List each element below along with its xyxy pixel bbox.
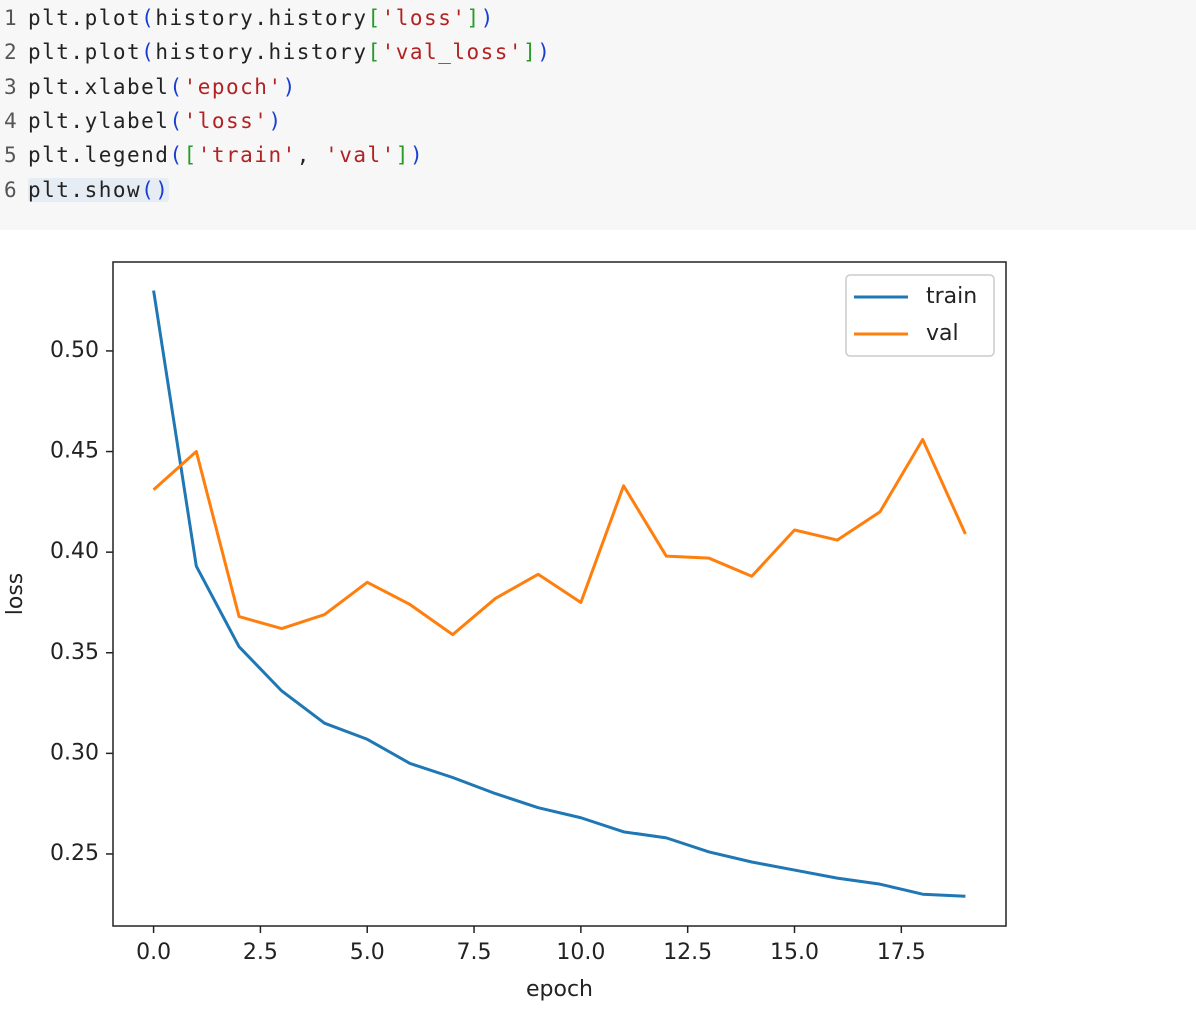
code-token: ] (395, 143, 410, 168)
code-cell[interactable]: 1 plt.plot(history.history['loss']) 2 plt.p… (0, 0, 1196, 230)
code-token: 'train' (197, 143, 297, 168)
y-axis-label: loss (3, 573, 28, 616)
code-token: ( (169, 108, 184, 133)
code-line: plt.legend(['train', 'val']) (28, 143, 424, 167)
x-tick-label: 12.5 (663, 940, 712, 965)
code-line: plt.xlabel('epoch') (28, 75, 297, 99)
code-token: ) (409, 143, 425, 168)
code-token: [ (367, 40, 382, 65)
chart: 0.25 0.30 0.35 0.40 0.45 0.50 0.0 2.5 5.0 7.5 10.0… (3, 261, 1007, 1002)
code-token: , (296, 143, 326, 168)
code-token: history.history (155, 40, 368, 65)
code-token: 'epoch' (183, 74, 283, 99)
code-token: ( (169, 74, 184, 99)
line-number: 2 (4, 40, 17, 65)
line-number: 4 (4, 108, 17, 133)
y-tick-label: 0.30 (50, 740, 99, 765)
code-line: plt.plot(history.history['loss']) (28, 6, 495, 30)
legend-label: val (926, 321, 959, 346)
code-line: plt.plot(history.history['val_loss']) (28, 40, 551, 64)
code-token: 'val' (325, 143, 396, 168)
code-token: () (141, 177, 170, 202)
code-token: ( (169, 143, 184, 168)
code-token: ) (480, 6, 495, 30)
code-token: 'val_loss' (381, 40, 524, 65)
x-tick-label: 2.5 (243, 940, 278, 965)
code-token: 'loss' (381, 6, 467, 30)
code-token: plt.xlabel (28, 74, 170, 99)
line-number: 1 (4, 6, 17, 30)
code-token: [ (367, 6, 382, 30)
x-tick-label: 17.5 (877, 940, 926, 965)
code-token: plt.plot (28, 6, 142, 30)
code-line: plt.ylabel('loss') (28, 109, 283, 133)
y-tick-label: 0.40 (50, 539, 99, 564)
line-number: 6 (4, 177, 17, 202)
x-tick-label: 7.5 (457, 940, 492, 965)
code-token: ( (141, 40, 156, 65)
code-token: ( (141, 6, 156, 30)
plot-frame (112, 261, 1007, 927)
code-token: ] (523, 40, 538, 65)
code-token: plt.show (28, 177, 142, 202)
x-tick-label: 5.0 (350, 940, 385, 965)
code-token: plt.ylabel (28, 108, 170, 133)
x-tick-label: 0.0 (136, 940, 171, 965)
code-token: history.history (155, 6, 368, 30)
x-axis-label: epoch (526, 977, 593, 1002)
code-line: plt.show() (28, 177, 170, 202)
legend-box (845, 274, 995, 357)
code-token: plt.plot (28, 40, 142, 65)
y-tick-label: 0.45 (50, 439, 99, 464)
series-line (152, 290, 966, 898)
code-token: ) (282, 74, 297, 99)
code-token: ) (537, 40, 552, 65)
code-token: 'loss' (183, 108, 269, 133)
line-number: 3 (4, 74, 17, 99)
line-number: 5 (4, 143, 17, 168)
code-token: ) (268, 108, 283, 133)
x-tick-label: 15.0 (770, 940, 819, 965)
x-tick-label: 10.0 (556, 940, 605, 965)
code-token: [ (183, 143, 198, 168)
legend-label: train (926, 284, 977, 309)
y-tick-label: 0.50 (50, 338, 99, 363)
y-tick-label: 0.25 (50, 841, 99, 866)
series-line (152, 437, 967, 637)
y-tick-label: 0.35 (50, 640, 99, 665)
code-token: ] (466, 6, 481, 30)
code-token: plt.legend (28, 143, 170, 168)
